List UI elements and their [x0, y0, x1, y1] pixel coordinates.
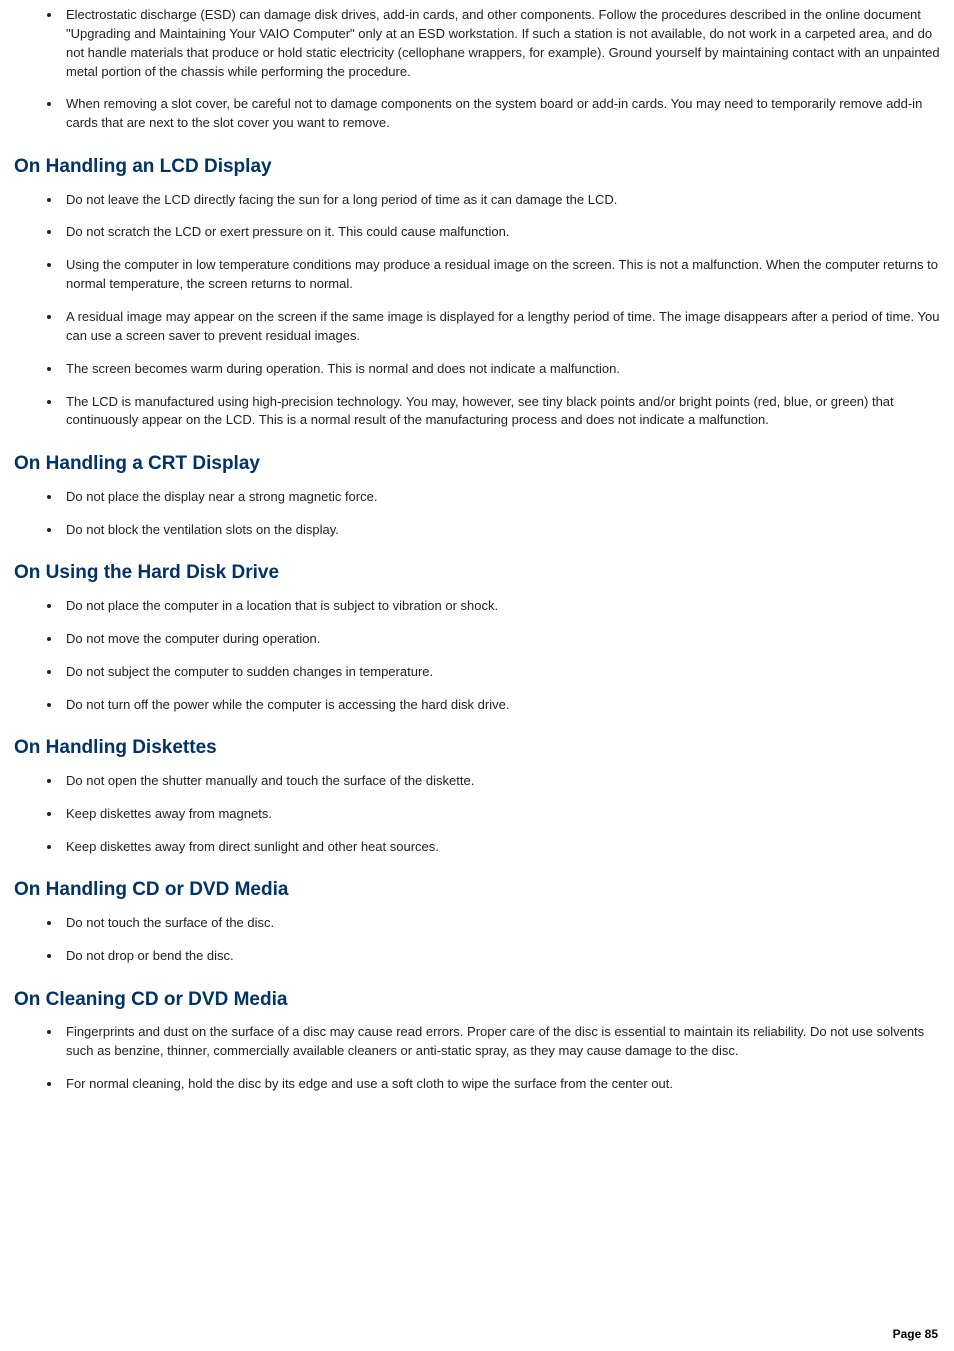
bullet-list: Electrostatic discharge (ESD) can damage… [14, 6, 940, 133]
list-item: Do not place the computer in a location … [62, 597, 940, 616]
list-item: Using the computer in low temperature co… [62, 256, 940, 294]
list-item: Electrostatic discharge (ESD) can damage… [62, 6, 940, 81]
list-item: The screen becomes warm during operation… [62, 360, 940, 379]
list-item: Do not drop or bend the disc. [62, 947, 940, 966]
list-item: Do not scratch the LCD or exert pressure… [62, 223, 940, 242]
bullet-list: Do not leave the LCD directly facing the… [14, 191, 940, 431]
section-heading: On Handling a CRT Display [14, 450, 940, 478]
list-item: Do not subject the computer to sudden ch… [62, 663, 940, 682]
list-item: The LCD is manufactured using high-preci… [62, 393, 940, 431]
bullet-list: Do not place the display near a strong m… [14, 488, 940, 540]
bullet-list: Fingerprints and dust on the surface of … [14, 1023, 940, 1094]
section-heading: On Handling an LCD Display [14, 153, 940, 181]
section-heading: On Handling CD or DVD Media [14, 876, 940, 904]
list-item: Do not move the computer during operatio… [62, 630, 940, 649]
list-item: Do not block the ventilation slots on th… [62, 521, 940, 540]
bullet-list: Do not place the computer in a location … [14, 597, 940, 714]
list-item: Keep diskettes away from direct sunlight… [62, 838, 940, 857]
bullet-list: Do not touch the surface of the disc. Do … [14, 914, 940, 966]
list-item: Keep diskettes away from magnets. [62, 805, 940, 824]
list-item: Do not leave the LCD directly facing the… [62, 191, 940, 210]
list-item: Do not turn off the power while the comp… [62, 696, 940, 715]
section-heading: On Using the Hard Disk Drive [14, 559, 940, 587]
list-item: Fingerprints and dust on the surface of … [62, 1023, 940, 1061]
section-heading: On Handling Diskettes [14, 734, 940, 762]
list-item: A residual image may appear on the scree… [62, 308, 940, 346]
list-item: Do not open the shutter manually and tou… [62, 772, 940, 791]
list-item: Do not place the display near a strong m… [62, 488, 940, 507]
page-number: Page 85 [893, 1326, 938, 1343]
list-item: When removing a slot cover, be careful n… [62, 95, 940, 133]
document-body: Electrostatic discharge (ESD) can damage… [14, 6, 940, 1094]
section-heading: On Cleaning CD or DVD Media [14, 986, 940, 1014]
list-item: Do not touch the surface of the disc. [62, 914, 940, 933]
list-item: For normal cleaning, hold the disc by it… [62, 1075, 940, 1094]
bullet-list: Do not open the shutter manually and tou… [14, 772, 940, 857]
